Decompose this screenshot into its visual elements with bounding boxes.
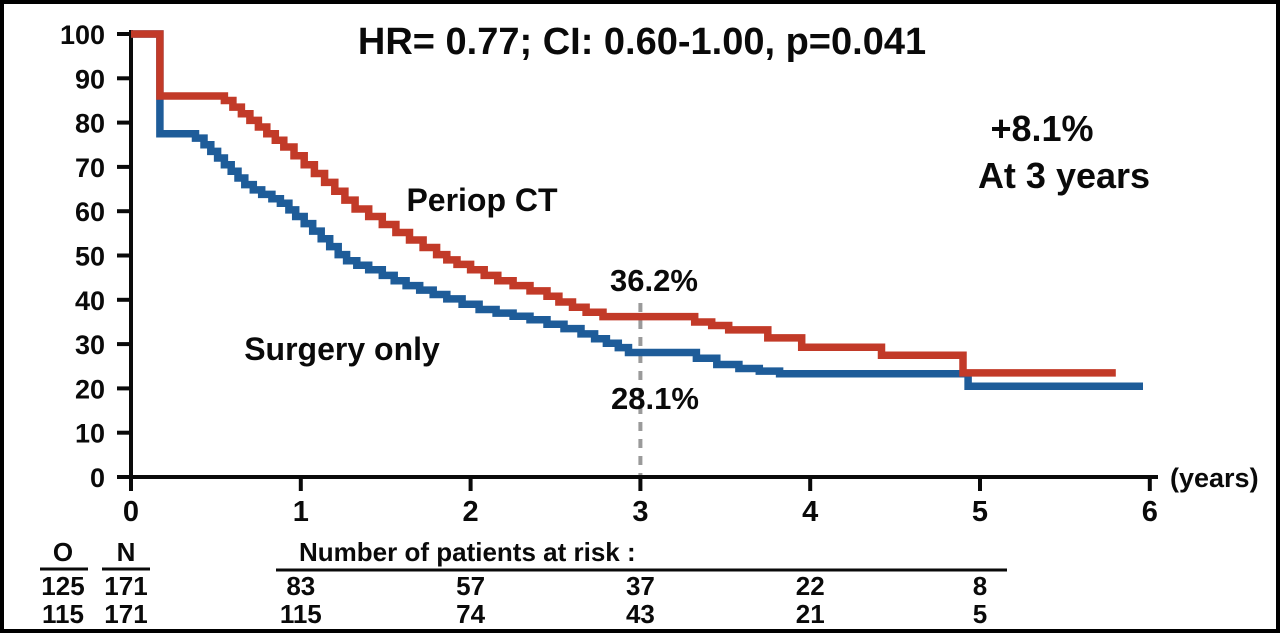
at-risk-value: 21 [796,599,825,629]
x-tick-label: 3 [632,496,648,528]
chart-title: HR= 0.77; CI: 0.60-1.00, p=0.041 [358,21,926,63]
x-tick-label: 5 [972,496,988,528]
x-tick-label: 1 [293,496,309,528]
km-curves [131,30,1143,390]
risk-col-n-header: N [117,537,136,567]
y-tick-label: 20 [75,374,105,404]
x-tick-label: 2 [463,496,479,528]
km-curve-periop-ct [131,30,1116,377]
km-curve-surgery-only [131,30,1143,390]
risk-row-o-value: 115 [42,599,84,629]
at-risk-value: 57 [456,571,485,601]
difference-value: +8.1% [990,108,1093,149]
y-tick-label: 0 [90,463,105,493]
risk-row-n-value: 171 [104,571,147,601]
periop-curve-label: Periop CT [406,182,558,218]
y-tick-label: 10 [75,419,105,449]
y-tick-label: 80 [75,109,105,139]
risk-row-o-value: 125 [41,571,84,601]
km-chart-svg: HR= 0.77; CI: 0.60-1.00, p=0.041 1009080… [40,20,1259,629]
y-tick-label: 100 [60,20,105,50]
surgery-curve-label: Surgery only [244,331,440,367]
at-risk-value: 43 [626,599,655,629]
at-risk-value: 74 [456,599,485,629]
risk-table-rows: 125 171 83 57 37 22 8 115 171 115 74 43 21 5 [41,571,987,629]
x-tick-label: 6 [1142,496,1158,528]
periop-3yr-value: 36.2% [610,263,698,298]
at-risk-value: 22 [796,571,825,601]
x-axis-unit-label: (years) [1170,463,1259,493]
at-risk-value: 37 [626,571,655,601]
x-tick-label: 0 [123,496,139,528]
y-tick-label: 40 [75,286,105,316]
difference-caption: At 3 years [978,155,1150,196]
at-risk-value: 115 [280,599,322,629]
y-tick-label: 60 [75,197,105,227]
at-risk-value: 83 [286,571,315,601]
x-tick-label: 4 [802,496,818,528]
x-axis-ticks: 0 1 2 3 4 5 6 [123,477,1158,528]
surgery-3yr-value: 28.1% [611,381,699,416]
y-tick-label: 30 [75,330,105,360]
risk-table-header: Number of patients at risk : [299,537,636,567]
risk-row-n-value: 171 [104,599,147,629]
y-tick-label: 90 [75,64,105,94]
at-risk-value: 8 [973,571,987,601]
y-tick-label: 70 [75,153,105,183]
at-risk-value: 5 [973,599,987,629]
risk-col-o-header: O [53,537,73,567]
y-tick-label: 50 [75,242,105,272]
